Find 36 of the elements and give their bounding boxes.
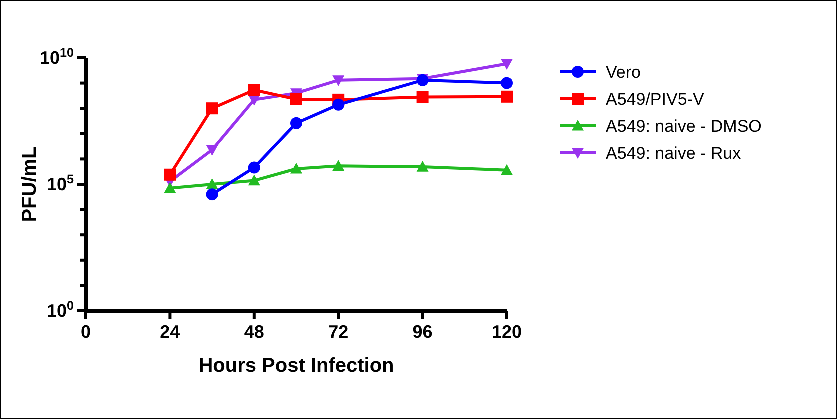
point <box>206 178 218 190</box>
y-tick-label: 10$^{0}$ <box>46 299 74 321</box>
point <box>248 162 260 174</box>
x-axis-title: Hours Post Infection <box>198 355 394 377</box>
legend-label: A549: naive - Rux <box>606 144 742 163</box>
point <box>206 145 218 156</box>
x-tick-label: 0 <box>80 322 92 342</box>
y-tick-label: 10$^{5}$ <box>46 172 74 194</box>
x-tick-label: 24 <box>160 322 180 342</box>
point <box>248 174 260 186</box>
legend-label: Vero <box>606 63 641 82</box>
x-tick-label: 48 <box>244 322 264 342</box>
legend-label: A549/PIV5-V <box>606 90 705 109</box>
point <box>290 93 302 106</box>
point <box>416 91 429 104</box>
x-tick-label: 120 <box>492 322 522 342</box>
point <box>332 76 345 86</box>
point <box>501 164 513 176</box>
point <box>164 168 176 181</box>
point <box>206 188 218 201</box>
point <box>501 77 513 90</box>
legend-label: A549: naive - DMSO <box>606 117 762 136</box>
point <box>416 161 429 172</box>
point <box>501 59 513 70</box>
point <box>332 160 345 171</box>
point <box>164 182 176 194</box>
point <box>290 162 302 174</box>
y-tick-label: 10$^{10}$ <box>40 46 74 68</box>
point <box>206 102 218 115</box>
x-tick-label: 96 <box>412 322 433 342</box>
point <box>290 117 302 130</box>
point <box>501 90 513 103</box>
point <box>248 84 260 96</box>
y-axis-title: PFU/mL <box>19 146 41 222</box>
x-tick-label: 72 <box>328 322 349 342</box>
point <box>332 98 345 111</box>
